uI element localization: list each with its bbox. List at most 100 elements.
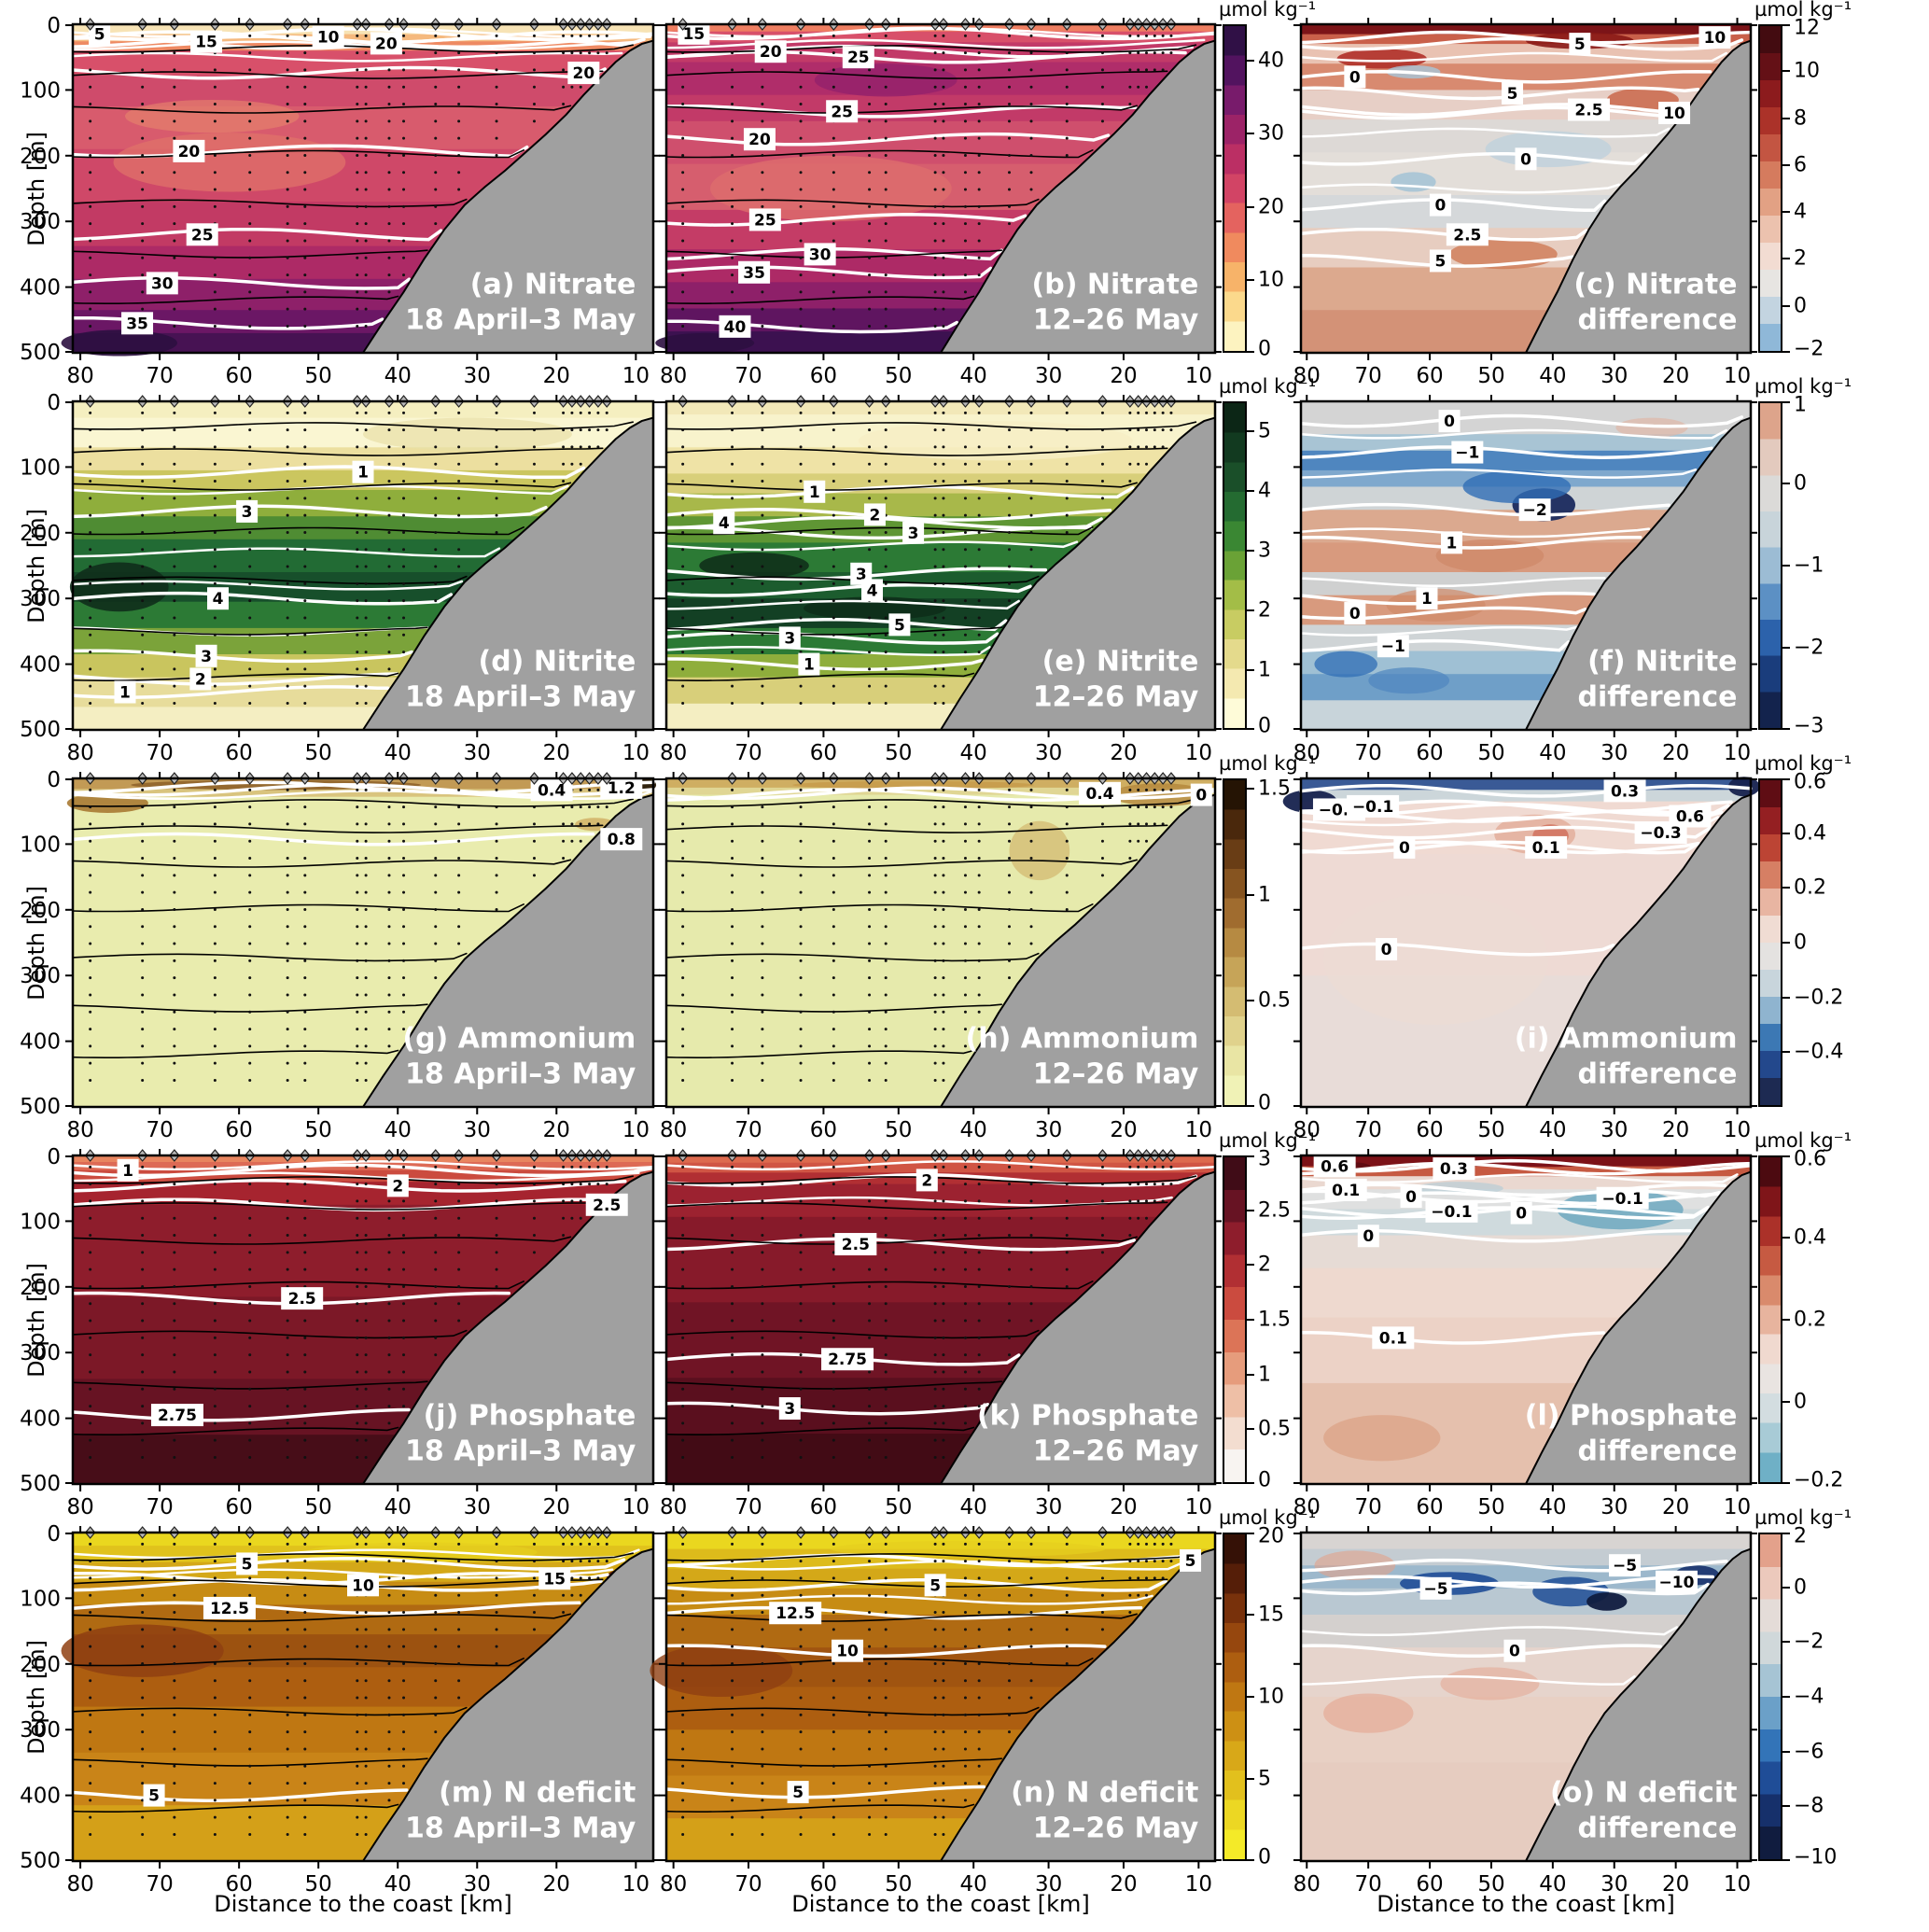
sample-dot [681,1183,685,1186]
sample-dot [942,1044,945,1048]
black-contour-line [72,295,399,304]
sample-dot [1065,1542,1069,1546]
sample-dot [884,1611,888,1615]
sample-dot [1008,462,1011,466]
sample-dot [942,599,945,603]
sample-dot [434,119,438,123]
sample-dot [868,1061,872,1065]
contour-label: 20 [748,131,771,149]
sample-dot [457,1199,461,1203]
sample-dot [868,1576,872,1580]
y-tick-label: 300 [20,1718,61,1743]
sample-dot [364,1782,368,1785]
sample-dot [1065,1284,1069,1288]
sample-dot [1065,805,1069,809]
sample-dot [303,1661,307,1665]
sample-dot [884,857,888,861]
sample-dot [387,1302,391,1306]
sample-dot [1008,548,1011,552]
sample-dot [402,942,406,945]
sample-dot [248,85,252,89]
sample-dot [832,1165,835,1169]
sample-dot [434,1576,438,1580]
colorbar-cell: µmol kg⁻¹ −0.2 0 0.2 0.4 0.6 [1751,1129,1929,1508]
sample-dot [868,1183,872,1186]
bathymetry-land [363,1171,653,1484]
sample-dot [681,428,685,432]
sample-dot [387,667,391,671]
sample-dot [364,273,368,277]
white-contour-line [1299,1331,1605,1345]
sample-dot [832,1832,835,1836]
sample-dot [402,513,406,517]
sample-dot [532,68,536,72]
y-tick-label: 300 [20,1341,61,1365]
sample-dot [868,1832,872,1836]
x-tick-label: 20 [543,364,570,388]
sample-dot [1100,1234,1104,1238]
x-tick-label: 10 [622,1118,650,1142]
sample-dot [1153,1165,1156,1169]
sample-dot [141,599,145,603]
bathymetry-outline [1525,39,1752,354]
sample-dot [799,1387,803,1391]
sample-dot [434,548,438,552]
sample-dot [248,530,252,534]
colorbar-tick [1247,133,1254,135]
sample-dot [1145,68,1148,72]
sample-dot [933,1782,937,1785]
sample-dot [681,1319,685,1323]
panel-subtitle: difference [1577,304,1737,337]
sample-dot [1137,1560,1140,1563]
sample-dot [356,1251,359,1254]
sample-dot [933,907,937,911]
x-tick-label: 70 [734,1495,762,1519]
sample-dot [141,1542,145,1546]
sample-dot [141,633,145,637]
sample-dot [286,68,289,72]
sample-dot [1100,428,1104,432]
sample-dot [387,1645,391,1648]
sample-dot [89,857,92,861]
colorbar-tick [1782,1051,1790,1054]
sample-dot [884,1183,888,1186]
sample-dot [761,822,764,826]
bathymetry-land [1526,1171,1751,1484]
sample-dot [832,1576,835,1580]
sample-dot [303,599,307,603]
y-tick-label: 0 [47,14,61,38]
sample-dot [731,1267,734,1271]
sample-dot [364,103,368,106]
sample-dot [681,307,685,311]
sample-dot [942,1421,945,1425]
sample-dot [1029,462,1033,466]
sample-dot [89,1405,92,1408]
sample-dot [963,1560,967,1563]
y-tick-label: 200 [20,899,61,923]
sample-dot [286,976,289,980]
sample-dot [356,273,359,277]
sample-dot [387,907,391,911]
colorbar-tick [1782,70,1790,73]
sample-dot [963,1661,967,1665]
contour-fill-patch [124,99,300,133]
sample-dot [248,324,252,328]
colorbar-tick [1782,565,1790,567]
x-tick-label: 20 [1110,364,1137,388]
sample-dot [457,34,461,37]
sample-dot [977,1645,981,1648]
sample-dot [1065,890,1069,894]
sample-dot [761,890,764,894]
sample-dot [356,1832,359,1836]
sample-dot [387,1028,391,1031]
sample-dot [173,1199,176,1203]
sample-dot [213,1455,217,1459]
sample-dot [286,307,289,311]
contour-label: 35 [743,264,765,283]
sample-dot [868,1010,872,1014]
sample-dot [402,480,406,483]
sample-dot [933,1370,937,1374]
sample-dot [681,1353,685,1357]
sample-dot [1029,1593,1033,1597]
sample-dot [1029,925,1033,929]
